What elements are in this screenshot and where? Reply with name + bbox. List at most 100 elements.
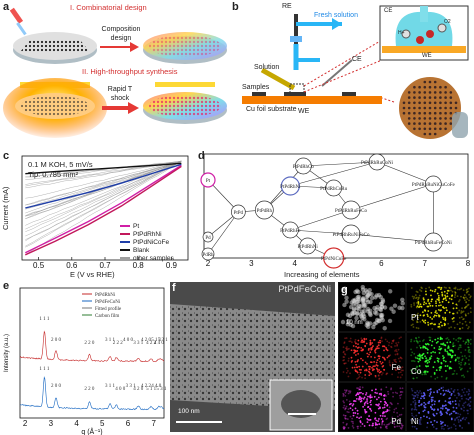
map-pixel [444, 405, 446, 407]
sample-dot [455, 107, 458, 110]
map-pixel [419, 358, 421, 360]
map-pixel [378, 344, 380, 346]
map-pixel [366, 363, 368, 365]
map-pixel [466, 298, 468, 300]
map-pixel [400, 336, 402, 338]
map-pixel [461, 368, 463, 370]
map-pixel [360, 337, 362, 339]
map-pixel [442, 317, 444, 319]
map-pixel [370, 410, 372, 412]
map-pixel [460, 312, 462, 314]
legend-swatch [120, 225, 130, 227]
map-pixel [415, 337, 417, 339]
sample-dot [413, 91, 416, 94]
map-pixel [376, 368, 378, 370]
map-pixel [351, 361, 353, 363]
map-pixel [374, 418, 376, 420]
map-pixel [451, 298, 453, 300]
map-pixel [461, 316, 463, 318]
map-pixel [375, 420, 377, 422]
map-pixel [413, 378, 415, 380]
map-pixel [360, 358, 362, 360]
eds-element-label: Pt [411, 313, 419, 322]
map-pixel [432, 290, 434, 292]
map-pixel [460, 296, 462, 298]
map-pixel [441, 422, 443, 424]
map-pixel [360, 350, 362, 352]
map-pixel [346, 406, 348, 408]
map-pixel [416, 347, 418, 349]
sample-dot [418, 91, 421, 94]
tem-scale-bar: 100 nm [178, 408, 200, 415]
sample-dot [413, 102, 416, 105]
map-pixel [438, 309, 440, 311]
d-x-tick-label: 4 [292, 259, 297, 268]
map-pixel [370, 373, 372, 375]
condition-1: 0.1 M KOH, 5 mV/s [28, 160, 93, 169]
map-pixel [432, 341, 434, 343]
map-pixel [445, 370, 447, 372]
map-pixel [423, 371, 425, 373]
map-pixel [372, 365, 374, 367]
map-pixel [469, 367, 471, 369]
map-pixel [452, 411, 454, 413]
map-pixel [442, 387, 444, 389]
d-x-tick-label: 8 [466, 259, 471, 268]
map-pixel [365, 394, 367, 396]
map-pixel [367, 421, 369, 423]
map-pixel [456, 407, 458, 409]
map-pixel [464, 394, 466, 396]
map-pixel [445, 411, 447, 413]
map-pixel [424, 310, 426, 312]
map-pixel [357, 347, 359, 349]
map-pixel [436, 342, 438, 344]
sample-dot [429, 128, 432, 131]
map-pixel [447, 365, 449, 367]
sample-dot [450, 112, 453, 115]
map-pixel [388, 342, 390, 344]
map-pixel [465, 417, 467, 419]
map-pixel [383, 411, 385, 413]
map-pixel [420, 419, 422, 421]
map-pixel [450, 289, 452, 291]
map-pixel [390, 346, 392, 348]
legend-label: PtPdNiCoFe [133, 239, 169, 246]
map-pixel [387, 393, 389, 395]
map-pixel [378, 375, 380, 377]
map-pixel [350, 390, 352, 392]
map-pixel [420, 417, 422, 419]
map-pixel [369, 351, 371, 353]
eds-element-label: Pd [391, 417, 401, 426]
map-pixel [374, 339, 376, 341]
we-inset-label: WE [422, 53, 432, 59]
map-pixel [376, 398, 378, 400]
map-pixel [421, 355, 423, 357]
map-pixel [365, 412, 367, 414]
map-pixel [369, 368, 371, 370]
sample-dot [439, 117, 442, 120]
map-pixel [449, 414, 451, 416]
map-pixel [355, 364, 357, 366]
sample-dot [418, 107, 421, 110]
map-pixel [398, 358, 400, 360]
panel-b-graphic [232, 0, 474, 150]
map-pixel [436, 312, 438, 314]
map-pixel [386, 426, 388, 428]
map-pixel [375, 427, 377, 429]
map-pixel [436, 413, 438, 415]
map-pixel [385, 339, 387, 341]
map-pixel [461, 398, 463, 400]
map-pixel [433, 347, 435, 349]
map-pixel [368, 415, 370, 417]
map-pixel [375, 389, 377, 391]
map-pixel [343, 342, 345, 344]
map-pixel [372, 306, 376, 310]
map-pixel [343, 402, 345, 404]
map-pixel [381, 340, 383, 342]
map-pixel [345, 415, 347, 417]
map-pixel [413, 304, 415, 306]
legend-item: Pt [120, 222, 174, 230]
e-legend-label: PtPdFeCoNi [95, 300, 121, 305]
map-pixel [344, 299, 348, 303]
legend-swatch [120, 249, 130, 251]
